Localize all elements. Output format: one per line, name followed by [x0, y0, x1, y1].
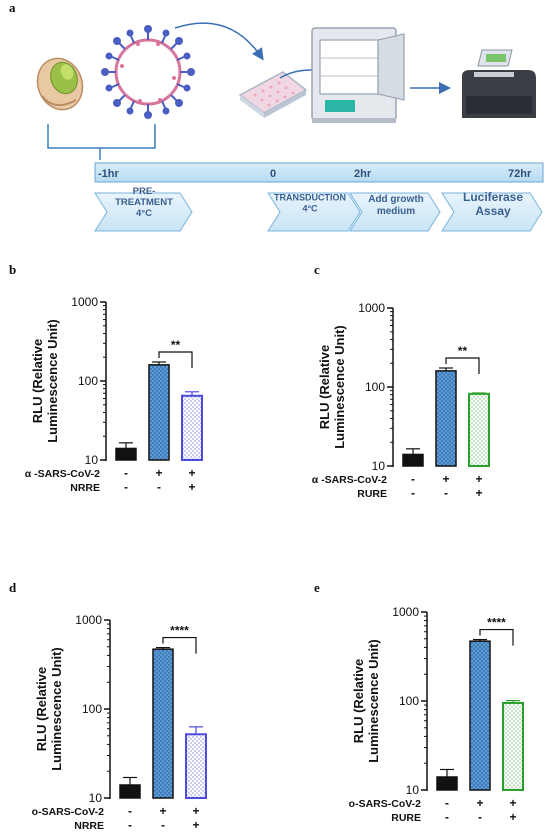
condition-sign: + — [192, 804, 199, 818]
condition-label: α -SARS-CoV-2 — [25, 468, 100, 480]
condition-sign: + — [155, 466, 162, 480]
chart-panel-e: 10 100 1000 RLU (RelativeLuminescence Unit)… — [349, 605, 524, 824]
significance-bracket — [479, 628, 514, 646]
condition-label: o-SARS-CoV-2 — [349, 798, 421, 810]
virus-icon — [101, 25, 195, 119]
bar-1 — [115, 447, 137, 461]
bar-1 — [119, 784, 141, 799]
condition-sign: + — [476, 796, 483, 810]
incubator-icon — [311, 27, 405, 123]
transfer-arrow — [174, 22, 264, 61]
y-axis-label: RLU (RelativeLuminescence Unit) — [351, 639, 381, 763]
bar-2 — [435, 370, 457, 467]
y-tick-label: 100 — [365, 380, 385, 394]
condition-sign: - — [124, 480, 128, 494]
condition-sign: - — [445, 796, 449, 810]
condition-label: RURE — [391, 812, 421, 824]
step-label-transduction: TRANSDUCTION 4°C — [274, 193, 346, 214]
y-tick-label: 100 — [82, 702, 102, 716]
condition-sign: + — [159, 804, 166, 818]
pistachio-icon — [36, 57, 84, 111]
bar-2 — [469, 640, 491, 791]
y-tick-label: 10 — [85, 453, 99, 467]
condition-label: NRRE — [70, 482, 100, 494]
bar-3 — [502, 701, 524, 791]
bar-3 — [185, 733, 207, 799]
condition-label: α -SARS-CoV-2 — [312, 474, 387, 486]
condition-sign: - — [445, 810, 449, 824]
plate-reader-icon — [462, 49, 536, 118]
step-label-luciferase: Luciferase Assay — [463, 190, 523, 218]
condition-sign: + — [188, 466, 195, 480]
condition-sign: - — [444, 486, 448, 500]
panel-letter-e: e — [314, 580, 320, 595]
condition-sign: + — [192, 818, 199, 832]
chart-panel-c: 10 100 1000 RLU (RelativeLuminescence Unit)… — [312, 301, 490, 500]
condition-sign: + — [509, 796, 516, 810]
condition-sign: + — [475, 472, 482, 486]
condition-sign: - — [161, 818, 165, 832]
condition-sign: - — [478, 810, 482, 824]
significance-label: ** — [171, 338, 181, 352]
condition-sign: + — [442, 472, 449, 486]
significance-bracket — [162, 636, 197, 654]
workflow-diagram: -1hr 0 2hr 72hr PRE-TREATMENT 4°C TRANSDU… — [36, 22, 544, 232]
timeline-tick-minus1hr: -1hr — [98, 168, 120, 180]
y-tick-label: 10 — [372, 459, 386, 473]
condition-sign: + — [509, 810, 516, 824]
step-label-growth-medium: Add growth medium — [368, 194, 424, 217]
significance-label: ** — [458, 344, 468, 358]
y-tick-label: 1000 — [358, 301, 385, 315]
chart-panel-d: 10 100 1000 RLU (RelativeLuminescence Unit)… — [32, 613, 207, 832]
y-axis-label: RLU (RelativeLuminescence Unit) — [30, 319, 60, 443]
bar-1 — [436, 776, 458, 791]
timeline-tick-72hr: 72hr — [508, 168, 532, 180]
bar-3 — [468, 392, 490, 467]
y-tick-label: 100 — [399, 694, 419, 708]
panel-letter-a: a — [9, 0, 16, 15]
step-chevron-luciferase — [441, 192, 543, 232]
step-chevron-pretreatment — [94, 192, 193, 232]
condition-sign: - — [128, 804, 132, 818]
grouping-bracket — [47, 124, 156, 149]
condition-label: NRRE — [74, 820, 104, 832]
bar-2 — [152, 648, 174, 799]
condition-sign: - — [128, 818, 132, 832]
y-tick-label: 100 — [78, 374, 98, 388]
timeline-tick-2hr: 2hr — [354, 168, 372, 180]
y-tick-label: 1000 — [75, 613, 102, 627]
chart-panel-b: 10 100 1000 RLU (RelativeLuminescence Unit)… — [25, 295, 203, 494]
significance-bracket — [158, 351, 193, 368]
condition-sign: - — [124, 466, 128, 480]
step-chevron-growth-medium — [349, 192, 441, 232]
condition-sign: + — [188, 480, 195, 494]
bar-1 — [402, 453, 424, 467]
bar-3 — [181, 394, 203, 461]
significance-bracket — [445, 357, 480, 374]
condition-sign: - — [411, 486, 415, 500]
y-axis-label: RLU (RelativeLuminescence Unit) — [317, 325, 347, 449]
y-tick-label: 1000 — [71, 295, 98, 309]
condition-sign: - — [157, 480, 161, 494]
y-axis-label: RLU (RelativeLuminescence Unit) — [34, 647, 64, 771]
y-tick-label: 10 — [406, 783, 420, 797]
timeline-bar — [94, 162, 544, 183]
y-tick-label: 1000 — [392, 605, 419, 619]
panel-letter-c: c — [314, 262, 320, 277]
step-label-pretreatment: PRE-TREATMENT 4°C — [115, 186, 173, 219]
condition-label: RURE — [357, 488, 387, 500]
condition-sign: + — [475, 486, 482, 500]
step-chevron-transduction — [267, 192, 361, 232]
well-plate-icon — [238, 71, 308, 118]
condition-sign: - — [411, 472, 415, 486]
panel-letter-b: b — [9, 262, 17, 277]
panel-letter-d: d — [9, 580, 17, 595]
significance-label: **** — [170, 624, 189, 638]
y-tick-label: 10 — [89, 791, 103, 805]
significance-label: **** — [487, 616, 506, 630]
timeline-tick-0: 0 — [270, 168, 276, 180]
bar-2 — [148, 364, 170, 461]
condition-label: o-SARS-CoV-2 — [32, 806, 104, 818]
